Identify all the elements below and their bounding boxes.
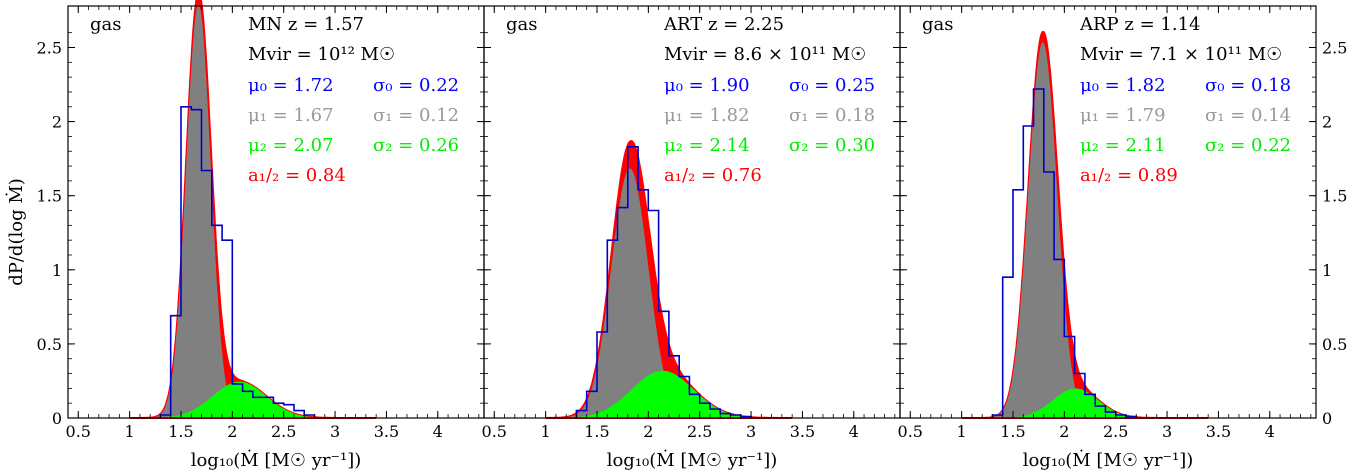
first-component-area [545, 168, 793, 418]
y-tick-label: 1 [52, 261, 62, 280]
y-tick-label-right: 2.5 [1322, 38, 1347, 57]
second-component-area [961, 388, 1209, 418]
x-axis-label: log₁₀(Ṁ [M☉ yr⁻¹]) [191, 448, 362, 471]
histogram-bars [159, 106, 316, 418]
y-tick-label-right: 1 [1322, 261, 1332, 280]
sigma1-label: σ₁ = 0.14 [1205, 105, 1291, 126]
plot-frame [483, 5, 901, 419]
sigma2-label: σ₂ = 0.30 [789, 135, 875, 156]
mu2-label: μ₂ = 2.07 [248, 135, 334, 156]
a-ratio-label: a₁/₂ = 0.84 [248, 165, 346, 186]
x-tick-label: 1.5 [1000, 422, 1025, 441]
a-ratio-label: a₁/₂ = 0.89 [1080, 165, 1178, 186]
x-tick-label: 4 [1265, 422, 1275, 441]
sigma2-label: σ₂ = 0.22 [1205, 135, 1291, 156]
y-tick-label: 2.5 [37, 38, 62, 57]
run-label: ARP z = 1.14 [1079, 14, 1200, 35]
x-tick-label: 2 [643, 422, 653, 441]
x-axis-label: log₁₀(Ṁ [M☉ yr⁻¹]) [607, 448, 778, 471]
virial-mass-label: Mvir = 7.1 × 10¹¹ M☉ [1080, 44, 1282, 65]
mu2-label: μ₂ = 2.11 [1080, 135, 1166, 156]
x-tick-label: 1.5 [584, 422, 609, 441]
histogram-bars [575, 146, 752, 418]
second-component-area [545, 370, 793, 418]
x-tick-label: 3.5 [790, 422, 815, 441]
x-tick-label: 4 [849, 422, 859, 441]
x-tick-label: 4 [433, 422, 443, 441]
x-tick-label: 0.5 [898, 422, 923, 441]
x-tick-label: 3 [1162, 422, 1172, 441]
x-tick-label: 0.5 [66, 422, 91, 441]
y-tick-label-right: 0.5 [1322, 335, 1347, 354]
x-tick-label: 0.5 [482, 422, 507, 441]
corner-label: gas [90, 14, 122, 35]
first-component-area [129, 4, 377, 418]
y-tick-label-right: 2 [1322, 113, 1332, 132]
y-tick-label: 1.5 [37, 187, 62, 206]
sigma0-label: σ₀ = 0.18 [1205, 75, 1291, 96]
plot-frame [899, 5, 1317, 419]
corner-label: gas [506, 14, 538, 35]
x-tick-label: 2 [227, 422, 237, 441]
x-tick-label: 3 [746, 422, 756, 441]
y-axis-label: dP/d(log Ṁ) [4, 178, 27, 286]
first-component-area [961, 42, 1209, 418]
run-label: ART z = 2.25 [663, 14, 784, 35]
axes-layer [67, 5, 1317, 419]
a-ratio-label: a₁/₂ = 0.76 [664, 165, 762, 186]
sigma2-label: σ₂ = 0.26 [373, 135, 459, 156]
mu2-label: μ₂ = 2.14 [664, 135, 750, 156]
x-tick-label: 3 [330, 422, 340, 441]
x-tick-label: 1 [541, 422, 551, 441]
x-axis-label: log₁₀(Ṁ [M☉ yr⁻¹]) [1023, 448, 1194, 471]
second-component-area [129, 381, 377, 418]
mu1-label: μ₁ = 1.67 [248, 105, 334, 126]
y-tick-label: 0.5 [37, 335, 62, 354]
x-tick-label: 1.5 [168, 422, 193, 441]
x-tick-label: 3.5 [1206, 422, 1231, 441]
x-tick-label: 2.5 [271, 422, 296, 441]
x-tick-label: 2.5 [1103, 422, 1128, 441]
corner-label: gas [922, 14, 954, 35]
y-tick-label-right: 1.5 [1322, 187, 1347, 206]
sigma0-label: σ₀ = 0.25 [789, 75, 875, 96]
y-tick-label: 0 [52, 409, 62, 428]
mu0-label: μ₀ = 1.82 [1080, 75, 1166, 96]
mu1-label: μ₁ = 1.79 [1080, 105, 1166, 126]
sigma1-label: σ₁ = 0.18 [789, 105, 875, 126]
x-tick-label: 1 [125, 422, 135, 441]
text-layer: dP/d(log Ṁ) 0.5 1 1.5 2 2.5 3 3.5 400.511.522.5… [4, 14, 1347, 471]
virial-mass-label: Mvir = 10¹² M☉ [248, 44, 395, 65]
y-tick-label-right: 0 [1322, 409, 1332, 428]
mu0-label: μ₀ = 1.72 [248, 75, 334, 96]
sigma0-label: σ₀ = 0.22 [373, 75, 459, 96]
x-tick-label: 2 [1059, 422, 1069, 441]
sigma1-label: σ₁ = 0.12 [373, 105, 459, 126]
x-tick-label: 3.5 [374, 422, 399, 441]
y-tick-label: 2 [52, 113, 62, 132]
mu0-label: μ₀ = 1.90 [664, 75, 750, 96]
x-tick-label: 2.5 [687, 422, 712, 441]
plot-frame [67, 5, 485, 419]
virial-mass-label: Mvir = 8.6 × 10¹¹ M☉ [664, 44, 866, 65]
mu1-label: μ₁ = 1.82 [664, 105, 750, 126]
x-tick-label: 1 [957, 422, 967, 441]
run-label: MN z = 1.57 [248, 14, 364, 35]
